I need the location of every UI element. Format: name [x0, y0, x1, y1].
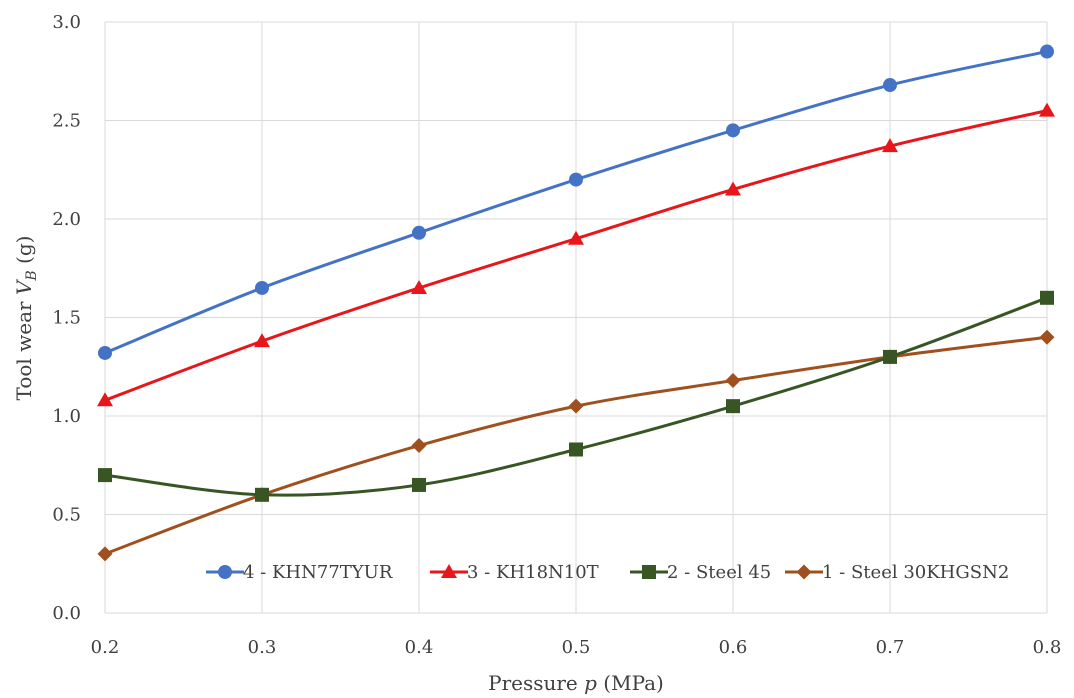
x-axis-title-suffix: (MPa) — [597, 671, 664, 695]
x-tick-label: 0.5 — [562, 637, 591, 658]
data-point-square — [412, 477, 426, 492]
legend-marker-diamond — [796, 564, 812, 580]
data-point-diamond — [1039, 329, 1055, 345]
data-point-diamond — [568, 398, 584, 414]
data-point-square — [1040, 290, 1054, 305]
data-point-circle — [1040, 44, 1054, 59]
data-point-triangle — [97, 392, 113, 407]
data-point-diamond — [97, 546, 113, 562]
legend-marker-circle — [218, 565, 232, 579]
legend-label: 4 - KHN77TYUR — [243, 562, 393, 583]
legend-item: 2 - Steel 45 — [630, 562, 771, 583]
series-3-kh18n10t — [97, 102, 1055, 407]
y-axis-title-subscript: B — [24, 270, 40, 281]
x-axis-ticks: 0.2 0.3 0.4 0.5 0.6 0.7 0.8 — [91, 637, 1062, 658]
data-point-circle — [726, 123, 740, 138]
y-tick-label: 1.0 — [52, 406, 81, 427]
legend-label: 3 - KH18N10T — [467, 562, 599, 583]
y-tick-label: 0.0 — [52, 603, 81, 624]
data-point-diamond — [725, 373, 741, 389]
y-axis-title-variable: V — [12, 278, 36, 295]
y-tick-label: 1.5 — [52, 308, 81, 329]
data-point-circle — [98, 345, 112, 360]
data-point-triangle — [1039, 102, 1055, 117]
x-axis-title: Pressure p (MPa) — [488, 671, 664, 695]
legend-marker-triangle — [441, 564, 457, 578]
data-point-square — [569, 442, 583, 457]
x-tick-label: 0.2 — [91, 637, 120, 658]
y-axis-title: Tool wear VB (g) — [12, 236, 40, 401]
y-tick-label: 3.0 — [52, 12, 81, 33]
series-lines — [97, 44, 1055, 562]
data-point-square — [98, 468, 112, 483]
legend-marker-square — [642, 565, 656, 579]
y-tick-label: 2.0 — [52, 209, 81, 230]
y-axis-title-suffix: (g) — [12, 236, 36, 271]
legend: 4 - KHN77TYUR 3 - KH18N10T 2 - Steel 45 1 -… — [206, 562, 1009, 583]
legend-item: 3 - KH18N10T — [430, 562, 599, 583]
x-axis-title-variable: p — [584, 671, 597, 695]
data-point-triangle — [568, 230, 584, 245]
series-2-steel-45 — [98, 290, 1054, 502]
y-axis-title-prefix: Tool wear — [12, 295, 36, 400]
x-tick-label: 0.4 — [405, 637, 434, 658]
x-tick-label: 0.6 — [719, 637, 748, 658]
gridlines — [104, 21, 1048, 614]
data-point-triangle — [411, 279, 427, 294]
data-point-circle — [412, 225, 426, 240]
x-tick-label: 0.7 — [876, 637, 905, 658]
data-point-square — [255, 487, 269, 502]
data-point-triangle — [725, 181, 741, 196]
legend-label: 2 - Steel 45 — [667, 562, 771, 583]
data-point-diamond — [411, 438, 427, 454]
data-point-triangle — [254, 333, 270, 348]
legend-item: 4 - KHN77TYUR — [206, 562, 393, 583]
y-tick-label: 0.5 — [52, 505, 81, 526]
x-tick-label: 0.3 — [248, 637, 277, 658]
legend-item: 1 - Steel 30KHGSN2 — [785, 562, 1009, 583]
y-axis-ticks: 0.0 0.5 1.0 1.5 2.0 2.5 3.0 — [52, 12, 81, 624]
x-tick-label: 0.8 — [1033, 637, 1062, 658]
data-point-square — [726, 399, 740, 414]
data-point-circle — [569, 172, 583, 187]
data-point-circle — [255, 280, 269, 295]
legend-label: 1 - Steel 30KHGSN2 — [822, 562, 1009, 583]
data-point-triangle — [882, 138, 898, 153]
series-4-khn77tyur — [98, 44, 1054, 360]
data-point-circle — [883, 78, 897, 93]
y-tick-label: 2.5 — [52, 111, 81, 132]
x-axis-title-prefix: Pressure — [488, 671, 584, 695]
data-point-square — [883, 349, 897, 364]
